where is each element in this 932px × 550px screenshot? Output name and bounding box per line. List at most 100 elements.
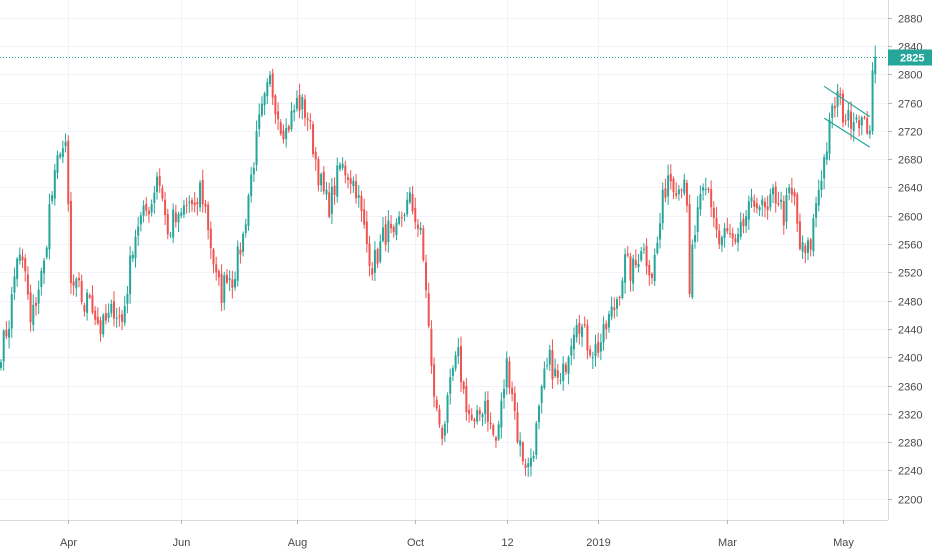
candle-body-down [158, 176, 161, 186]
candle-body-down [344, 165, 347, 176]
candle-body-up [602, 324, 605, 343]
candle-body-down [468, 409, 471, 414]
candle-body-down [433, 364, 436, 397]
candle-body-down [707, 188, 710, 190]
candle-body-up [295, 98, 298, 109]
candle-body-down [863, 117, 866, 119]
candle-body-up [640, 251, 643, 261]
candle-body-up [137, 226, 140, 236]
candle-body-down [201, 179, 204, 205]
candle-body-up [591, 357, 594, 359]
candle-body-down [605, 323, 608, 330]
candle-body-up [683, 179, 686, 194]
candle-body-up [653, 254, 656, 282]
candle-body-up [750, 197, 753, 202]
candle-body-down [613, 307, 616, 311]
candle-body-up [177, 214, 180, 223]
candle-body-up [831, 105, 834, 119]
candle-body-down [648, 264, 651, 276]
candle-body-up [223, 275, 226, 303]
candle-body-up [699, 194, 702, 210]
candle-body-down [317, 159, 320, 186]
candle-body-up [505, 358, 508, 388]
candle-body-down [556, 370, 559, 378]
candle-body-up [150, 203, 153, 213]
candle-body-up [860, 117, 863, 126]
y-tick-label: 2520 [898, 268, 922, 280]
candle-body-up [115, 317, 118, 319]
candle-body-up [236, 246, 239, 281]
x-tick-label: 12 [501, 537, 513, 549]
last-price-marker: 2825 [0, 49, 932, 66]
candle-body-up [40, 270, 43, 288]
candle-body-down [277, 111, 280, 120]
candle-body-down [217, 271, 220, 278]
candle-body-down [618, 296, 621, 298]
candle-body-down [209, 228, 212, 249]
candle-body-up [594, 344, 597, 357]
candle-body-up [747, 201, 750, 220]
candle-body-down [376, 249, 379, 264]
y-tick-label: 2560 [898, 240, 922, 252]
candle-body-up [443, 423, 446, 436]
candle-body-up [301, 96, 304, 110]
candle-body-up [51, 195, 54, 202]
candle-body-down [72, 281, 75, 286]
candle-body-up [403, 214, 406, 216]
candle-body-up [357, 195, 360, 198]
candle-body-down [804, 245, 807, 254]
candle-body-down [83, 305, 86, 312]
x-tick-label: Oct [407, 537, 424, 549]
candle-body-down [360, 195, 363, 211]
candle-body-down [193, 202, 196, 206]
candle-body-up [607, 314, 610, 328]
candle-body-down [551, 350, 554, 380]
candle-body-up [572, 334, 575, 350]
time-axis[interactable]: Apr Jun Aug Oct 12 2019 Mar May [60, 520, 854, 549]
candle-body-down [384, 224, 387, 245]
candle-body-down [34, 302, 37, 306]
candle-body-up [255, 131, 258, 166]
candle-body-up [32, 304, 35, 325]
candle-body-down [164, 199, 167, 216]
candle-body-up [855, 117, 858, 120]
candle-body-down [207, 204, 210, 230]
candle-body-up [610, 306, 613, 317]
candle-body-up [75, 278, 78, 289]
candle-body-up [56, 155, 59, 173]
candle-body-down [718, 230, 721, 245]
candle-body-up [446, 395, 449, 423]
candle-body-up [129, 255, 132, 295]
candle-body-up [0, 362, 2, 368]
candle-body-down [465, 385, 468, 413]
candle-body-down [866, 118, 869, 134]
candle-body-down [521, 442, 524, 462]
candle-body-down [282, 130, 285, 140]
candle-body-up [59, 154, 62, 158]
candle-body-down [650, 273, 653, 278]
candle-body-up [387, 220, 390, 243]
candle-body-down [833, 106, 836, 109]
candle-body-up [828, 119, 831, 154]
candle-body-down [185, 204, 188, 206]
candle-body-up [263, 93, 266, 106]
candle-body-down [809, 239, 812, 250]
candle-body-down [473, 419, 476, 422]
candle-body-down [634, 260, 637, 266]
candle-body-up [737, 234, 740, 243]
candle-body-down [462, 381, 465, 390]
candle-body-down [26, 274, 29, 295]
candle-body-down [174, 212, 177, 223]
candle-body-up [546, 365, 549, 367]
candle-body-up [131, 254, 134, 259]
candle-body-up [659, 223, 662, 240]
x-tick-label: May [833, 537, 854, 549]
candle-body-down [80, 281, 83, 302]
candle-body-up [696, 207, 699, 232]
candle-body-up [244, 224, 247, 234]
candle-body-down [204, 203, 207, 207]
price-axis[interactable]: 2200 2240 2280 2320 2360 2400 2440 2480 2520 2560… [888, 14, 922, 507]
candle-body-down [78, 277, 81, 281]
candle-body-up [8, 328, 11, 338]
candle-body-down [220, 274, 223, 303]
